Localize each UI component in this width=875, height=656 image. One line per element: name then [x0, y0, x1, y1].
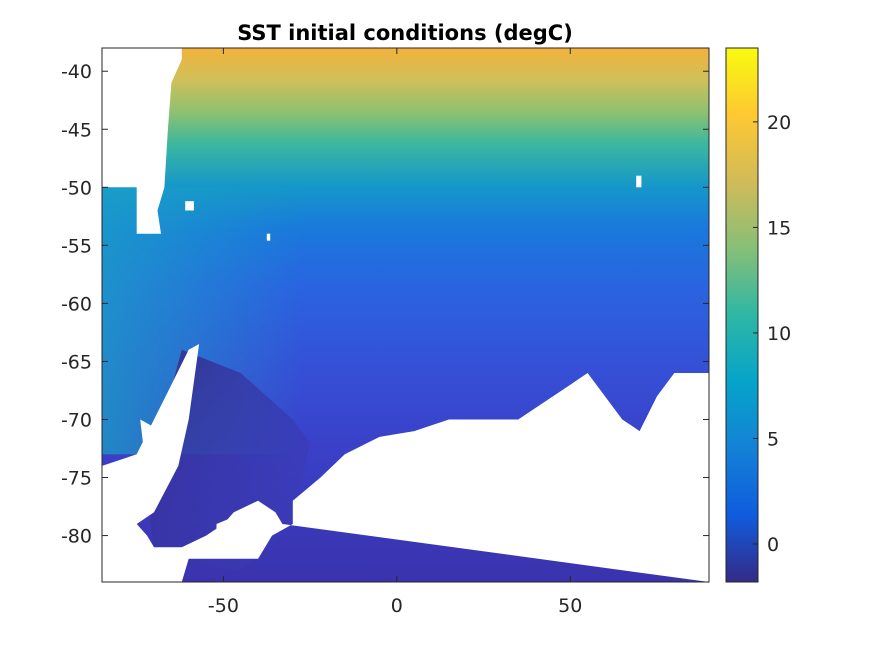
y-tick-label: -55	[61, 235, 92, 257]
colorbar-tick-label: 5	[767, 428, 779, 450]
y-tick-label: -60	[61, 293, 92, 315]
falkland-islands-land	[185, 201, 194, 211]
ice-shelf-island-land	[216, 518, 241, 548]
x-tick-label: 0	[391, 595, 403, 617]
chart-title: SST initial conditions (degC)	[237, 21, 573, 45]
kerguelen-land	[636, 175, 642, 188]
y-tick-label: -40	[61, 61, 92, 83]
colorbar-scale	[725, 47, 759, 583]
x-tick-label: 50	[558, 595, 582, 617]
plot-frame	[101, 47, 710, 583]
colorbar-tick-label: 15	[767, 217, 791, 239]
colorbar-tick-label: 20	[767, 112, 791, 134]
land-mask	[102, 48, 709, 582]
y-tick-label: -45	[61, 119, 92, 141]
south-america-land	[102, 48, 182, 234]
y-tick-label: -70	[61, 409, 92, 431]
y-tick-label: -65	[61, 351, 92, 373]
plot-area	[102, 48, 709, 582]
y-tick-label: -80	[61, 526, 92, 548]
antarctica-land	[102, 344, 709, 582]
x-axis-ticks: -50 0 50	[208, 48, 582, 617]
y-tick-label: -75	[61, 468, 92, 490]
colorbar-ticks: 0 5 10 15 20	[753, 112, 791, 556]
y-axis-ticks: -40 -45 -50 -55 -60 -65 -70 -75 -80	[61, 61, 709, 548]
colorbar-tick-label: 0	[767, 534, 779, 556]
south-georgia-land	[266, 233, 271, 241]
x-tick-label: -50	[208, 595, 239, 617]
colorbar: 0 5 10 15 20	[725, 47, 791, 583]
colorbar-tick-label: 10	[767, 323, 791, 345]
y-tick-label: -50	[61, 177, 92, 199]
alexander-island-land	[140, 419, 154, 449]
